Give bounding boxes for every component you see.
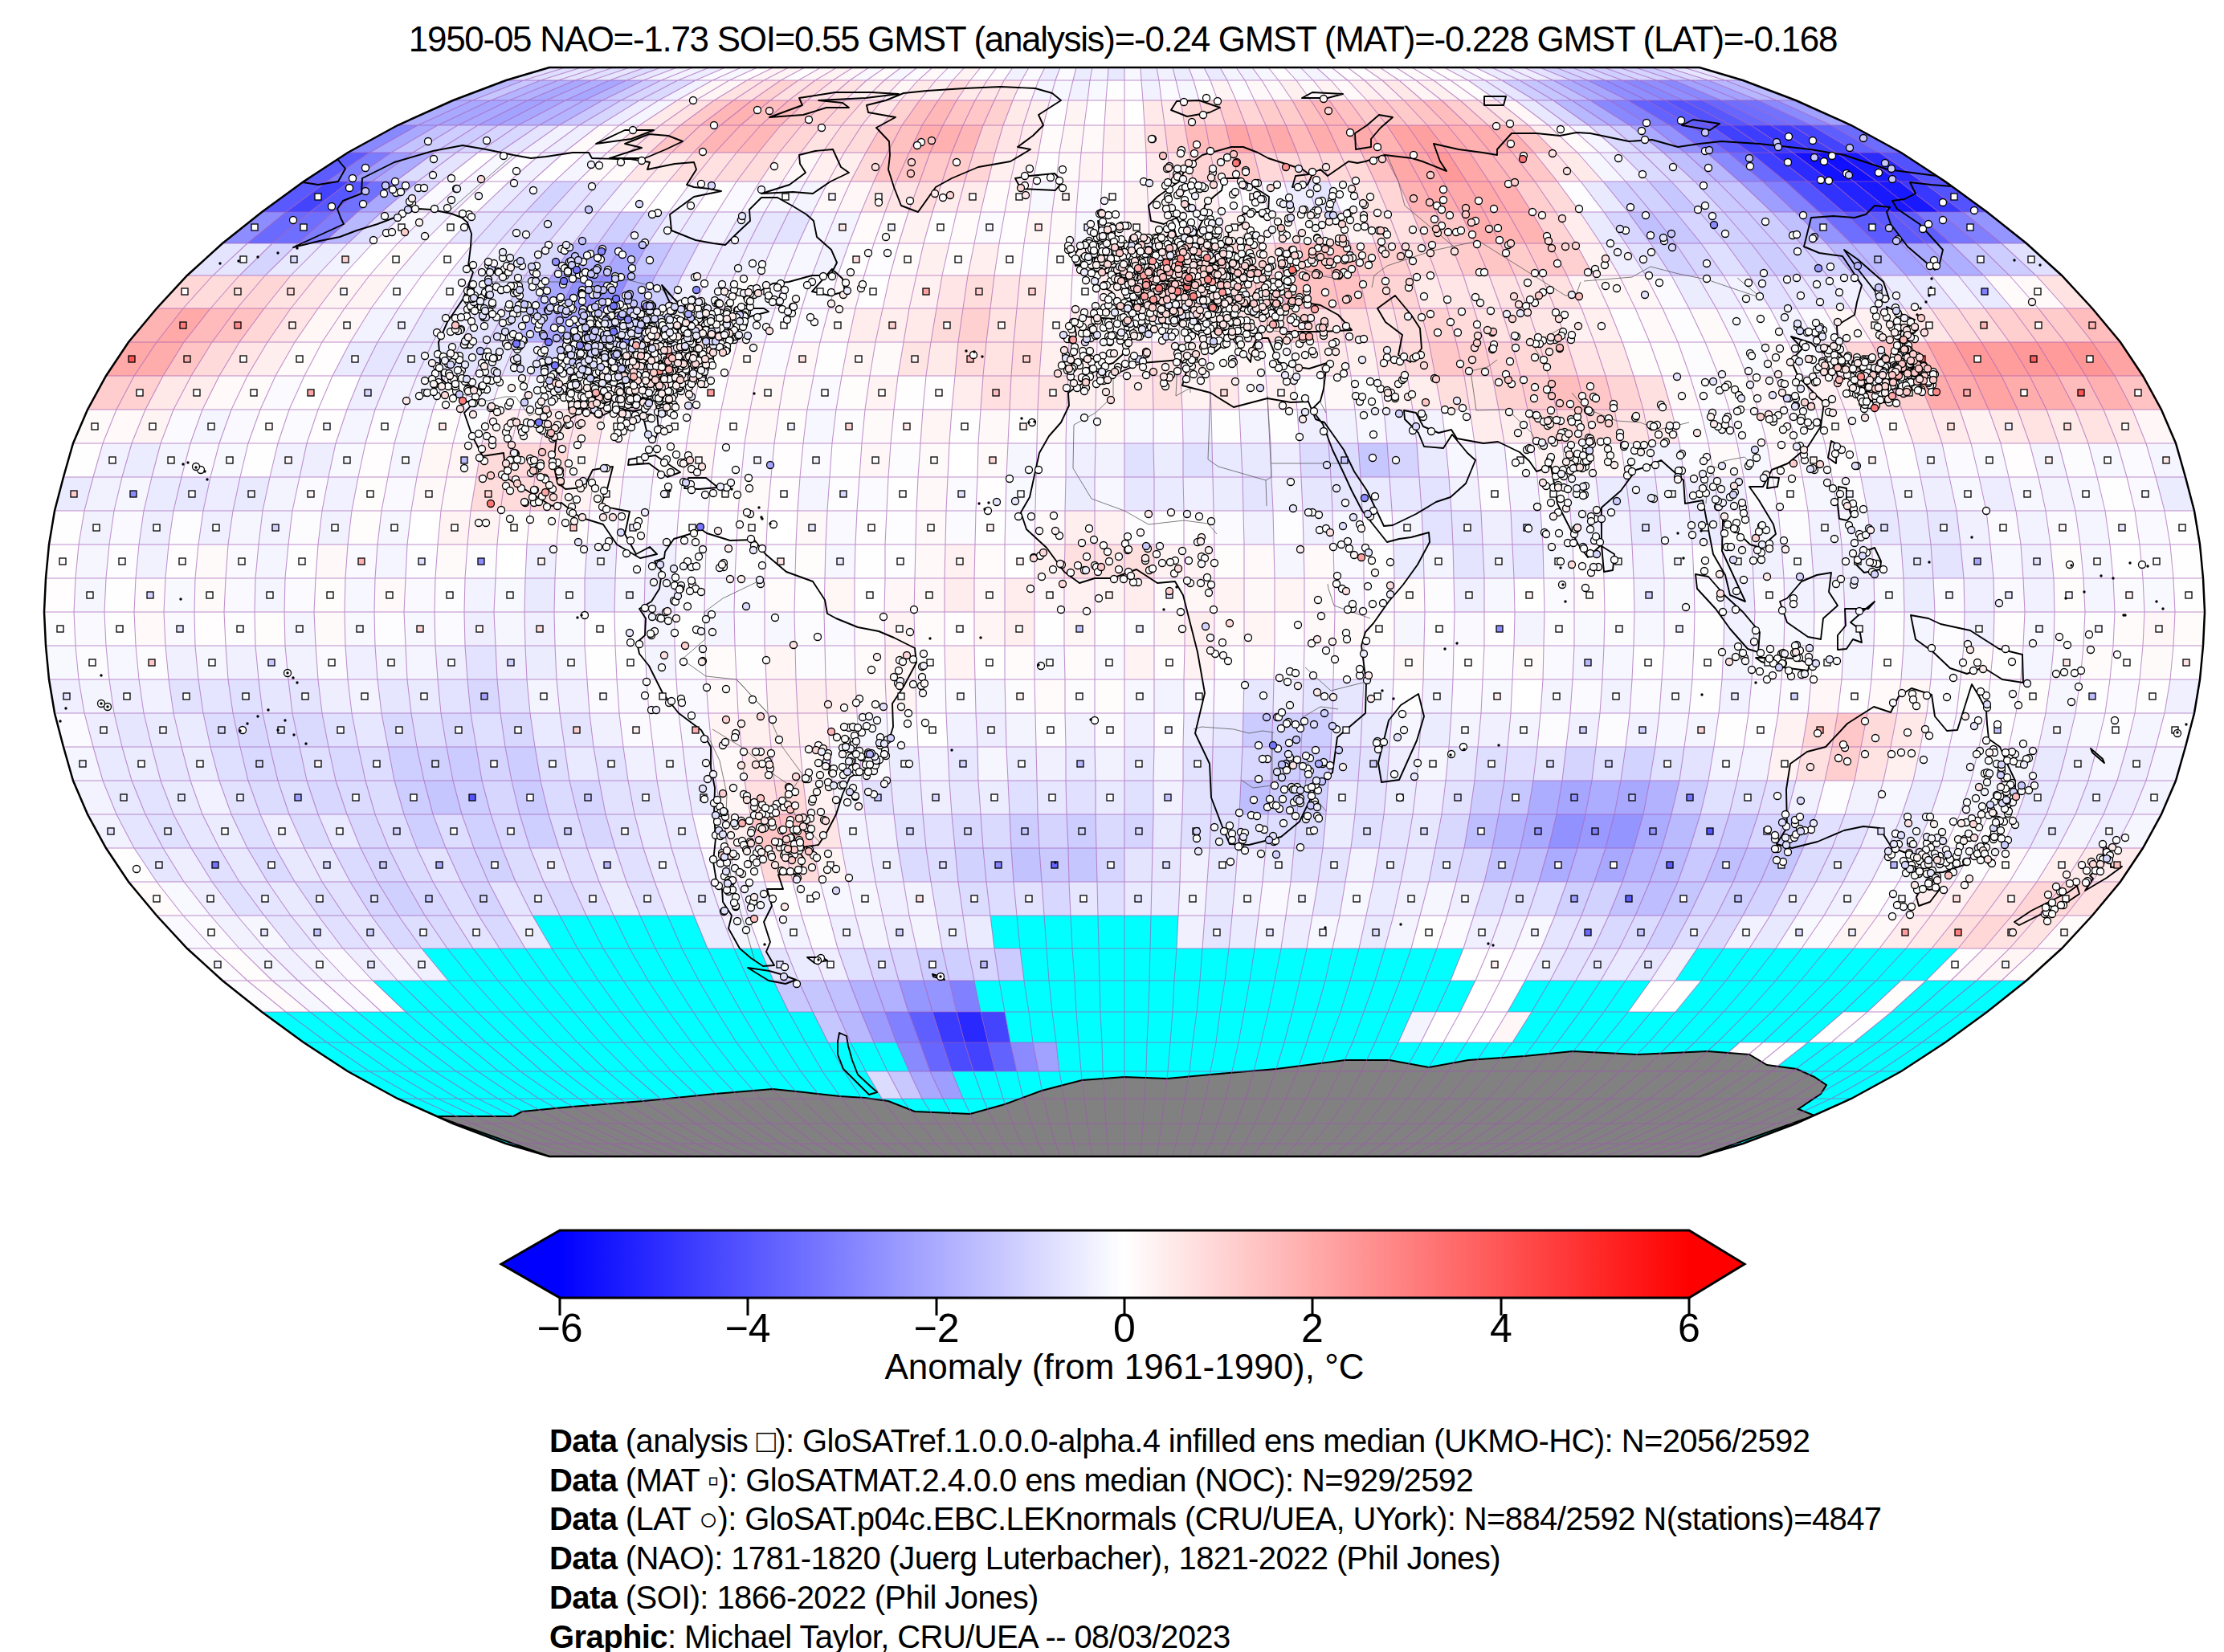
svg-text:Data (LAT ○): GloSAT.p04c.EBC.: Data (LAT ○): GloSAT.p04c.EBC.LEKnormals… bbox=[549, 1501, 1881, 1536]
svg-text:Data (NAO): 1781-1820 (Juerg L: Data (NAO): 1781-1820 (Juerg Luterbacher… bbox=[549, 1540, 1500, 1576]
svg-text:Data (MAT ▫): GloSATMAT.2.4.0.: Data (MAT ▫): GloSATMAT.2.4.0.0 ens medi… bbox=[549, 1462, 1473, 1498]
svg-text:Data (SOI): 1866-2022 (Phil Jo: Data (SOI): 1866-2022 (Phil Jones) bbox=[549, 1580, 1039, 1615]
svg-text:Data (analysis □): GloSATref.1: Data (analysis □): GloSATref.1.0.0.0-alp… bbox=[549, 1423, 1810, 1458]
svg-text:Anomaly (from 1961-1990), °C: Anomaly (from 1961-1990), °C bbox=[884, 1347, 1364, 1386]
svg-text:1950-05 NAO=-1.73 SOI=0.55 GMS: 1950-05 NAO=-1.73 SOI=0.55 GMST (analysi… bbox=[409, 19, 1837, 59]
svg-text:Graphic: Michael Taylor, CRU/U: Graphic: Michael Taylor, CRU/UEA -- 08/0… bbox=[549, 1619, 1230, 1652]
